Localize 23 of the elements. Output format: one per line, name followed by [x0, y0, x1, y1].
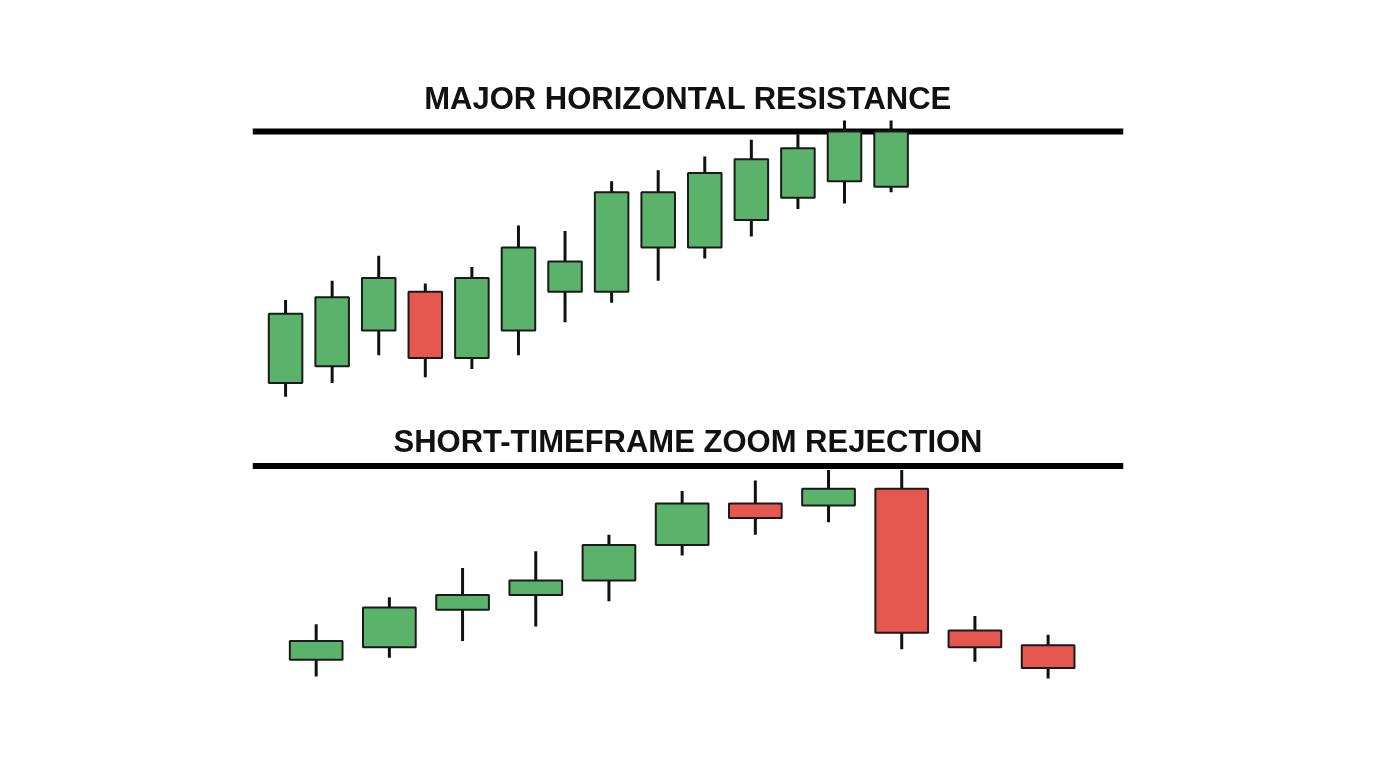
candlestick	[687, 156, 723, 259]
candlestick	[500, 225, 537, 356]
candlestick	[288, 624, 344, 677]
candlestick	[727, 480, 783, 535]
candlestick	[801, 470, 856, 524]
candlestick	[435, 568, 490, 641]
candlestick	[733, 138, 770, 237]
candlestick	[640, 170, 676, 281]
candlestick	[454, 266, 490, 370]
candlestick	[360, 254, 397, 356]
candlestick	[947, 615, 1003, 662]
chart-title: SHORT-TIMEFRAME ZOOM REJECTION	[393, 423, 983, 459]
ref-line-label: MAJOR HORIZONTAL RESISTANCE	[424, 80, 952, 116]
candlestick	[314, 280, 350, 383]
candlestick	[508, 551, 564, 627]
candlestick	[362, 597, 417, 658]
candlestick	[407, 283, 444, 378]
candlestick	[267, 300, 304, 397]
candlestick	[874, 470, 930, 650]
candlestick	[547, 231, 583, 324]
candlestick	[826, 120, 863, 204]
candlestick	[593, 181, 630, 303]
candlestick	[780, 134, 816, 209]
